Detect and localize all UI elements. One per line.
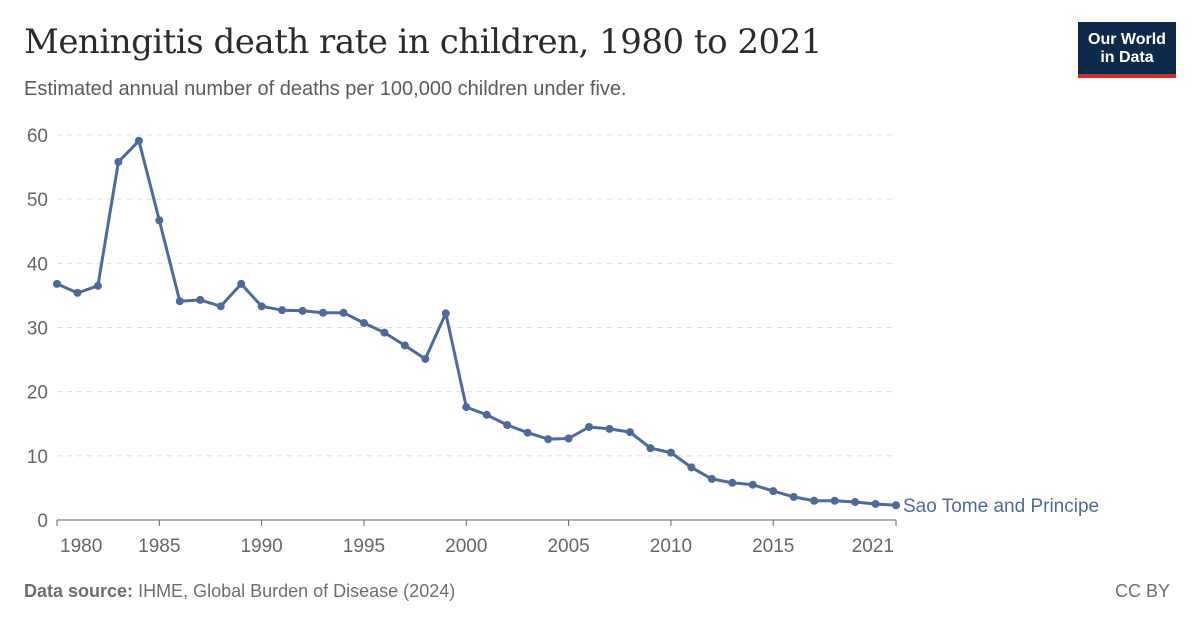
data-point[interactable] — [830, 496, 839, 505]
x-tick-label: 1995 — [343, 536, 385, 557]
data-point[interactable] — [625, 428, 634, 437]
y-tick-label: 20 — [27, 383, 48, 404]
axes: 0 10 20 30 40 50 60 1980 1985 1990 1995 2000 2005 201… — [27, 126, 897, 557]
x-tick-label: 1985 — [138, 536, 180, 557]
data-point[interactable] — [892, 501, 900, 510]
series-line[interactable] — [55, 139, 898, 507]
data-source-text[interactable]: IHME, Global Burden of Disease (2024) — [138, 581, 456, 601]
chart-subtitle: Estimated annual number of deaths per 10… — [24, 78, 627, 100]
data-point[interactable] — [114, 157, 123, 166]
data-point[interactable] — [585, 422, 594, 431]
data-point[interactable] — [359, 319, 368, 328]
data-point[interactable] — [93, 281, 102, 290]
chart-title: Meningitis death rate in children, 1980 … — [24, 22, 822, 62]
x-tick-label: 2005 — [547, 536, 589, 557]
y-tick-label: 30 — [27, 319, 48, 340]
data-point[interactable] — [216, 302, 225, 311]
data-point[interactable] — [666, 448, 675, 457]
data-point[interactable] — [748, 480, 757, 489]
y-tick-label: 50 — [27, 190, 48, 211]
owid-logo[interactable]: Our World in Data — [1078, 22, 1176, 78]
data-point[interactable] — [175, 297, 184, 306]
data-source: Data source: IHME, Global Burden of Dise… — [24, 581, 455, 602]
data-point[interactable] — [237, 279, 246, 288]
logo-line-2: in Data — [1100, 49, 1154, 66]
series-layer: Sao Tome and Principe — [53, 136, 1099, 517]
data-point[interactable] — [339, 308, 348, 317]
y-tick-label: 0 — [37, 511, 48, 532]
data-point[interactable] — [564, 434, 573, 443]
data-point[interactable] — [298, 306, 307, 315]
data-point[interactable] — [196, 295, 205, 304]
data-point[interactable] — [380, 328, 389, 337]
data-point[interactable] — [871, 499, 880, 508]
data-point[interactable] — [707, 474, 716, 483]
data-point[interactable] — [421, 354, 430, 363]
data-point[interactable] — [319, 308, 328, 317]
data-point[interactable] — [482, 410, 491, 419]
data-point[interactable] — [769, 487, 778, 496]
data-point[interactable] — [503, 421, 512, 430]
data-point[interactable] — [441, 309, 450, 318]
y-tick-label: 40 — [27, 254, 48, 275]
logo-line-1: Our World — [1088, 31, 1166, 48]
data-point[interactable] — [789, 492, 798, 501]
x-tick-label: 2000 — [445, 536, 487, 557]
data-point[interactable] — [523, 428, 532, 437]
data-point[interactable] — [851, 498, 860, 507]
data-point[interactable] — [728, 478, 737, 487]
x-tick-label: 2010 — [650, 536, 692, 557]
x-tick-label: 2021 — [852, 536, 894, 557]
y-tick-label: 10 — [27, 447, 48, 468]
license-link[interactable]: CC BY — [1114, 581, 1170, 601]
data-source-label: Data source: — [24, 581, 134, 601]
data-point[interactable] — [462, 403, 471, 412]
x-tick-label: 2015 — [752, 536, 794, 557]
gridlines — [57, 134, 896, 457]
data-point[interactable] — [134, 136, 143, 145]
data-point[interactable] — [544, 435, 553, 444]
data-point[interactable] — [605, 424, 614, 433]
data-point[interactable] — [53, 279, 61, 288]
data-point[interactable] — [73, 288, 82, 297]
x-tick-label: 1980 — [60, 536, 102, 557]
data-point[interactable] — [400, 341, 409, 350]
x-tick-label: 1990 — [240, 536, 282, 557]
data-point[interactable] — [646, 444, 655, 453]
data-point[interactable] — [257, 302, 266, 311]
series-label[interactable]: Sao Tome and Principe — [903, 496, 1099, 517]
data-point[interactable] — [278, 306, 287, 315]
data-point[interactable] — [687, 463, 696, 472]
data-point[interactable] — [810, 496, 819, 505]
data-point[interactable] — [155, 216, 164, 225]
y-tick-label: 60 — [27, 126, 48, 147]
